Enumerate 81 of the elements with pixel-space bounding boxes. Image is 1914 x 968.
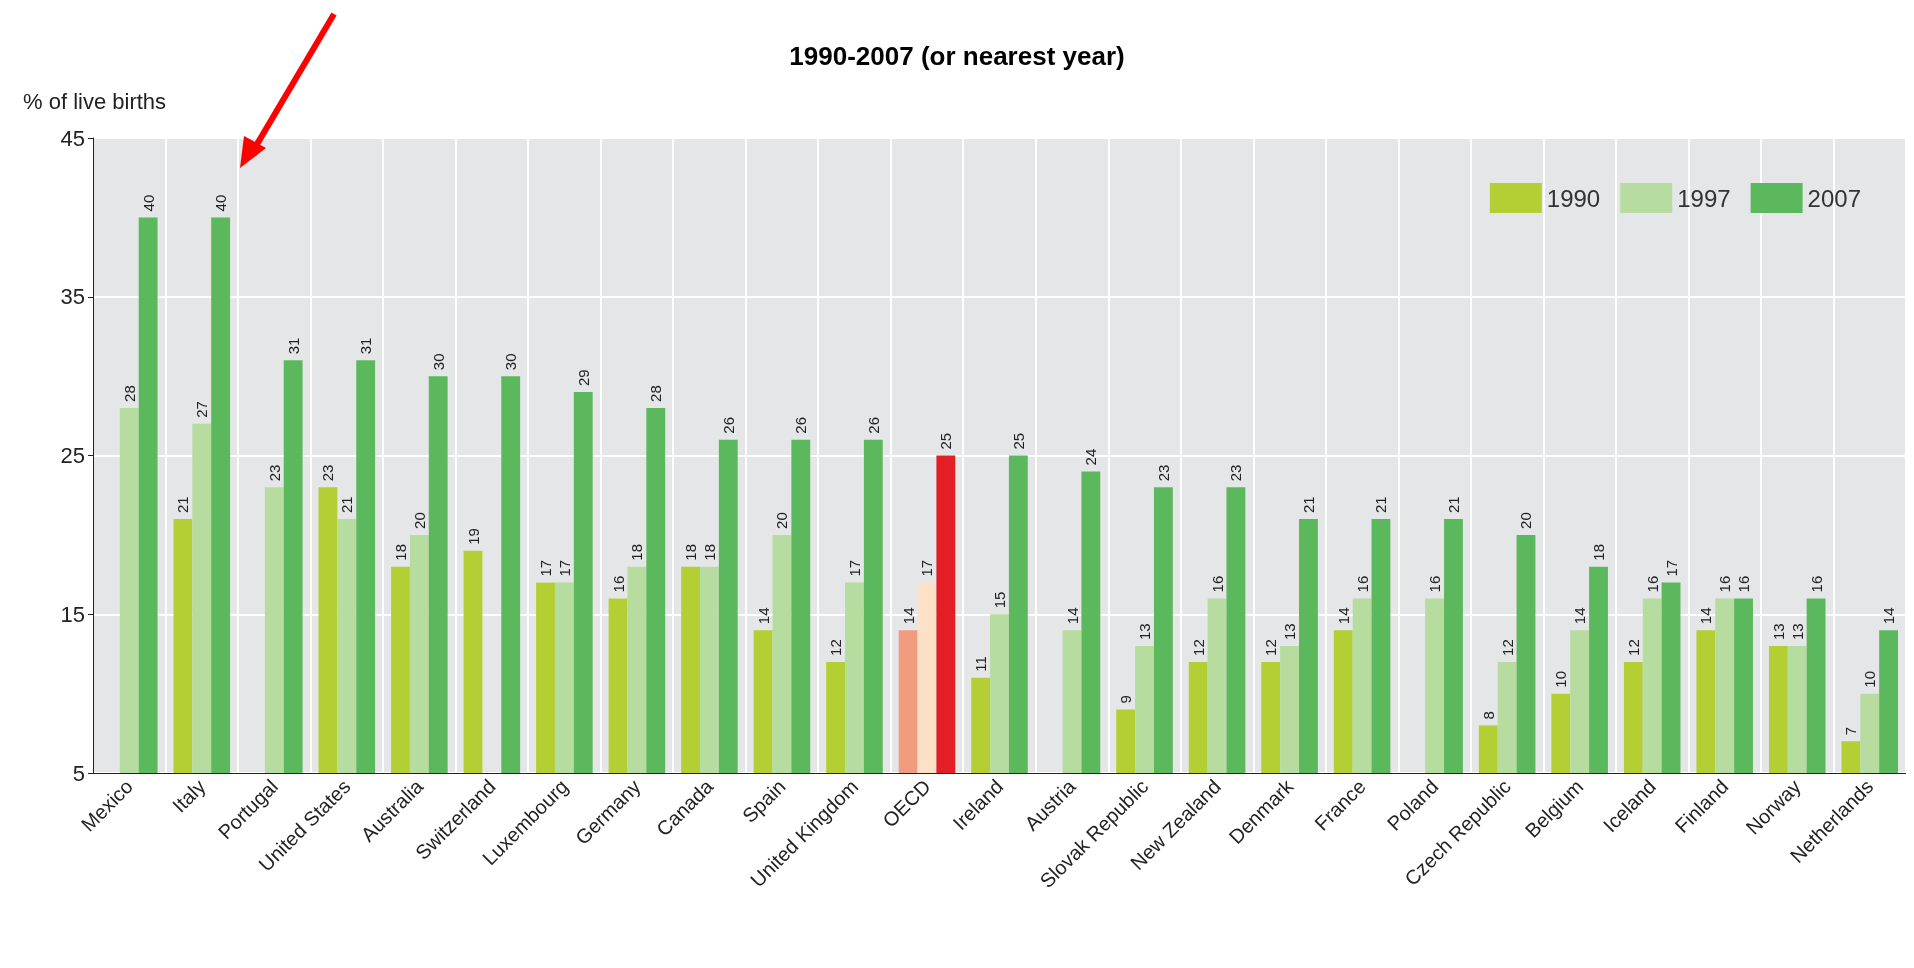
data-label: 14 xyxy=(1880,607,1898,625)
data-label: 21 xyxy=(1372,496,1390,513)
data-label: 19 xyxy=(464,528,482,545)
data-label: 18 xyxy=(628,543,646,561)
data-label: 13 xyxy=(1788,623,1806,640)
data-label: 18 xyxy=(682,543,700,561)
data-label: 13 xyxy=(1136,623,1154,640)
data-label: 27 xyxy=(193,401,211,418)
data-label: 29 xyxy=(574,369,592,386)
y-tick-label: 35 xyxy=(60,284,85,310)
data-label: 12 xyxy=(1189,639,1207,656)
data-label: 17 xyxy=(555,559,573,577)
data-label: 14 xyxy=(1697,607,1715,625)
data-label: 16 xyxy=(1426,575,1444,593)
data-label: 23 xyxy=(319,464,337,482)
data-label: 11 xyxy=(972,656,990,672)
data-label: 31 xyxy=(357,337,375,355)
data-label: 18 xyxy=(391,543,409,561)
data-label: 21 xyxy=(1444,496,1462,513)
data-label: 17 xyxy=(1662,559,1680,577)
data-label: 40 xyxy=(139,194,157,212)
x-tick-label: Italy xyxy=(168,775,210,817)
data-label: 24 xyxy=(1082,448,1100,466)
data-label: 16 xyxy=(1716,575,1734,593)
data-label: 13 xyxy=(1769,623,1787,640)
data-label: 18 xyxy=(1590,543,1608,561)
data-label: 17 xyxy=(918,559,936,577)
data-label: 17 xyxy=(537,559,555,577)
data-label: 16 xyxy=(1807,575,1825,593)
data-label: 13 xyxy=(1281,623,1299,640)
data-label: 10 xyxy=(1552,670,1570,688)
data-label: 8 xyxy=(1479,711,1497,720)
data-label: 28 xyxy=(647,385,665,402)
legend-label: 1990 xyxy=(1546,184,1601,212)
y-tick-label: 5 xyxy=(72,760,85,786)
data-label: 30 xyxy=(502,353,520,371)
data-label: 28 xyxy=(120,385,138,402)
data-label: 12 xyxy=(827,639,845,656)
data-label: 14 xyxy=(754,607,772,625)
data-label: 25 xyxy=(1009,432,1027,450)
data-label: 26 xyxy=(792,416,810,434)
data-label: 21 xyxy=(338,496,356,513)
data-label: 40 xyxy=(212,194,230,212)
data-label: 12 xyxy=(1262,639,1280,656)
data-label: 12 xyxy=(1498,639,1516,656)
data-label: 15 xyxy=(991,591,1008,609)
data-label: 16 xyxy=(1208,575,1226,593)
data-label: 14 xyxy=(899,607,917,625)
data-label: 23 xyxy=(1154,464,1172,482)
y-axis-title: % of live births xyxy=(23,88,167,114)
data-label: 16 xyxy=(1643,575,1661,593)
data-label: 30 xyxy=(429,353,447,371)
data-label: 9 xyxy=(1117,695,1135,704)
legend-label: 1997 xyxy=(1677,184,1731,212)
data-label: 23 xyxy=(1227,464,1245,482)
data-label: 16 xyxy=(609,575,627,593)
data-label: 10 xyxy=(1861,670,1879,688)
data-label: 18 xyxy=(700,543,718,561)
data-label: 20 xyxy=(773,512,791,529)
data-label: 26 xyxy=(864,416,882,434)
data-label: 14 xyxy=(1334,607,1352,625)
data-label: 17 xyxy=(845,559,863,577)
y-tick-label: 25 xyxy=(60,443,85,468)
legend-label: 2007 xyxy=(1807,184,1861,212)
data-label: 20 xyxy=(410,512,428,529)
data-label: 25 xyxy=(937,432,955,450)
data-label: 7 xyxy=(1842,726,1860,736)
data-label: 26 xyxy=(719,416,737,434)
data-label: 21 xyxy=(1299,496,1317,513)
data-label: 12 xyxy=(1624,639,1642,656)
data-label: 20 xyxy=(1517,512,1535,529)
data-label: 21 xyxy=(174,496,192,513)
y-tick-label: 45 xyxy=(60,125,85,151)
data-label: 14 xyxy=(1063,607,1081,625)
data-label: 23 xyxy=(265,464,283,482)
data-label: 31 xyxy=(284,337,302,355)
data-label: 16 xyxy=(1353,575,1371,593)
y-tick-label: 15 xyxy=(60,601,85,627)
data-label: 14 xyxy=(1571,607,1589,625)
chart-title: 1990-2007 (or nearest year) xyxy=(789,41,1125,71)
data-label: 16 xyxy=(1735,575,1753,593)
